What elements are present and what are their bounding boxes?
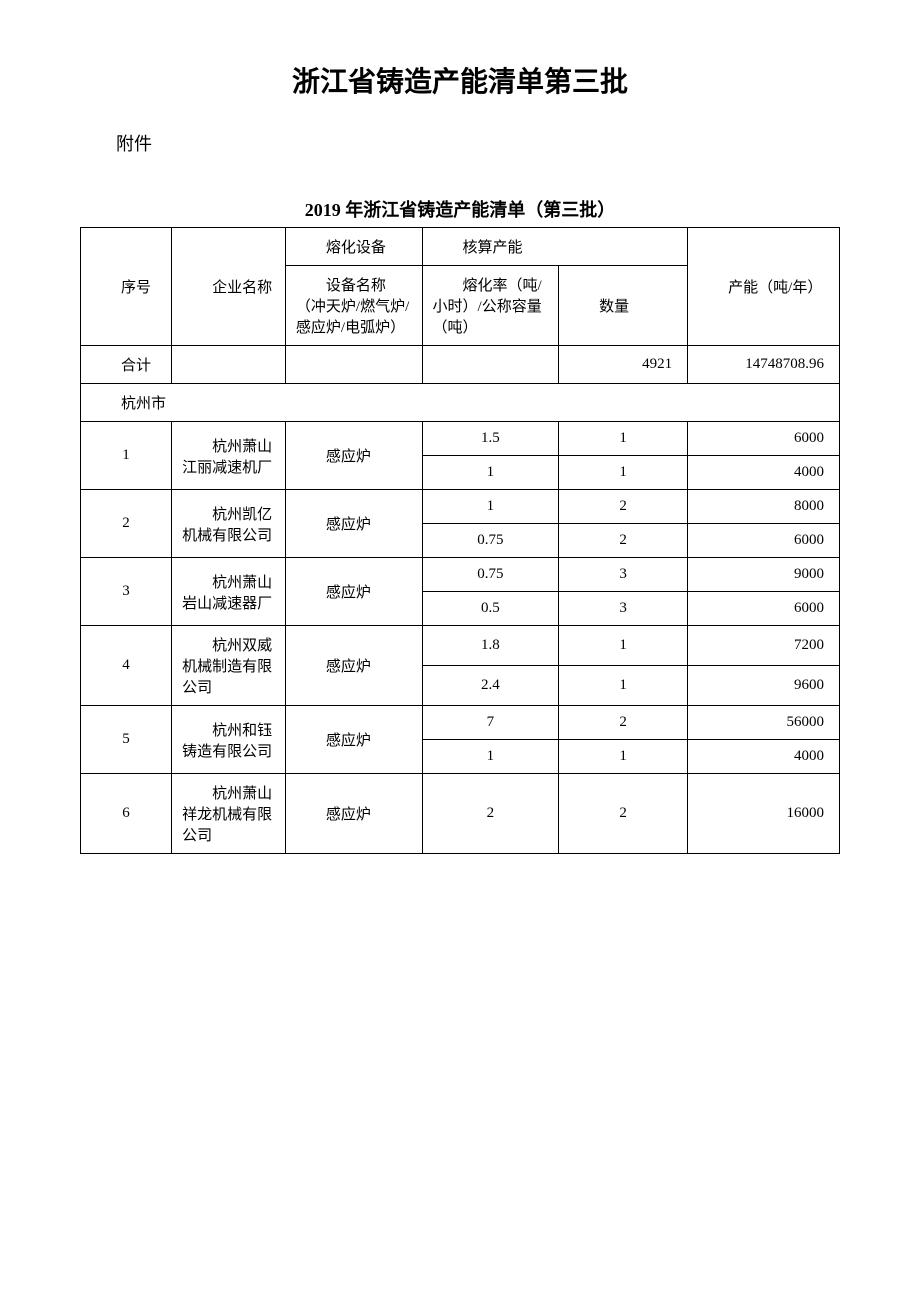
- rate-cell: 0.5: [422, 592, 559, 626]
- cap-cell: 4000: [688, 456, 840, 490]
- header-melt-rate: 熔化率（吨/小时）/公称容量（吨）: [422, 266, 559, 346]
- seq-cell: 5: [81, 706, 172, 774]
- company-cell: 杭州和钰铸造有限公司: [172, 706, 286, 774]
- qty-cell: 2: [559, 524, 688, 558]
- equipment-cell: 感应炉: [285, 626, 422, 706]
- section-label: 杭州市: [81, 384, 840, 422]
- table-row: 3 杭州萧山岩山减速器厂 感应炉 0.75 3 9000: [81, 558, 840, 592]
- seq-cell: 4: [81, 626, 172, 706]
- equipment-cell: 感应炉: [285, 422, 422, 490]
- table-row: 4 杭州双威机械制造有限公司 感应炉 1.8 1 7200: [81, 626, 840, 666]
- header-quantity: 数量: [559, 266, 688, 346]
- header-seq: 序号: [81, 228, 172, 346]
- table-row: 2 杭州凯亿机械有限公司 感应炉 1 2 8000: [81, 490, 840, 524]
- total-equipment: [285, 346, 422, 384]
- rate-cell: 2: [422, 774, 559, 854]
- rate-cell: 1: [422, 740, 559, 774]
- qty-cell: 1: [559, 626, 688, 666]
- header-melting-equipment: 熔化设备: [285, 228, 422, 266]
- qty-cell: 1: [559, 456, 688, 490]
- cap-cell: 9600: [688, 666, 840, 706]
- header-company: 企业名称: [172, 228, 286, 346]
- qty-cell: 1: [559, 666, 688, 706]
- cap-cell: 6000: [688, 592, 840, 626]
- qty-cell: 1: [559, 740, 688, 774]
- company-cell: 杭州凯亿机械有限公司: [172, 490, 286, 558]
- cap-cell: 9000: [688, 558, 840, 592]
- attachment-label: 附件: [80, 130, 840, 156]
- rate-cell: 0.75: [422, 524, 559, 558]
- main-title: 浙江省铸造产能清单第三批: [80, 60, 840, 100]
- rate-cell: 1.8: [422, 626, 559, 666]
- rate-cell: 1.5: [422, 422, 559, 456]
- cap-cell: 56000: [688, 706, 840, 740]
- seq-cell: 1: [81, 422, 172, 490]
- header-capacity-group: 核算产能: [422, 228, 688, 266]
- qty-cell: 3: [559, 592, 688, 626]
- cap-cell: 16000: [688, 774, 840, 854]
- qty-cell: 2: [559, 774, 688, 854]
- qty-cell: 2: [559, 706, 688, 740]
- total-capacity: 14748708.96: [688, 346, 840, 384]
- total-quantity: 4921: [559, 346, 688, 384]
- rate-cell: 0.75: [422, 558, 559, 592]
- header-capacity: 产能（吨/年）: [688, 228, 840, 346]
- equipment-cell: 感应炉: [285, 774, 422, 854]
- total-rate: [422, 346, 559, 384]
- cap-cell: 4000: [688, 740, 840, 774]
- seq-cell: 3: [81, 558, 172, 626]
- total-row: 合计 4921 14748708.96: [81, 346, 840, 384]
- seq-cell: 2: [81, 490, 172, 558]
- table-row: 5 杭州和钰铸造有限公司 感应炉 7 2 56000: [81, 706, 840, 740]
- cap-cell: 6000: [688, 422, 840, 456]
- seq-cell: 6: [81, 774, 172, 854]
- equipment-cell: 感应炉: [285, 490, 422, 558]
- company-cell: 杭州萧山江丽减速机厂: [172, 422, 286, 490]
- company-cell: 杭州萧山祥龙机械有限公司: [172, 774, 286, 854]
- cap-cell: 8000: [688, 490, 840, 524]
- cap-cell: 7200: [688, 626, 840, 666]
- rate-cell: 1: [422, 490, 559, 524]
- table-row: 1 杭州萧山江丽减速机厂 感应炉 1.5 1 6000: [81, 422, 840, 456]
- qty-cell: 2: [559, 490, 688, 524]
- qty-cell: 3: [559, 558, 688, 592]
- cap-cell: 6000: [688, 524, 840, 558]
- total-label: 合计: [81, 346, 172, 384]
- header-equipment-name: 设备名称（冲天炉/燃气炉/感应炉/电弧炉）: [285, 266, 422, 346]
- sub-title: 2019 年浙江省铸造产能清单（第三批）: [80, 196, 840, 222]
- rate-cell: 2.4: [422, 666, 559, 706]
- rate-cell: 1: [422, 456, 559, 490]
- company-cell: 杭州萧山岩山减速器厂: [172, 558, 286, 626]
- rate-cell: 7: [422, 706, 559, 740]
- section-row: 杭州市: [81, 384, 840, 422]
- equipment-cell: 感应炉: [285, 706, 422, 774]
- header-row-1: 序号 企业名称 熔化设备 核算产能 产能（吨/年）: [81, 228, 840, 266]
- capacity-table: 序号 企业名称 熔化设备 核算产能 产能（吨/年） 设备名称（冲天炉/燃气炉/感…: [80, 227, 840, 854]
- equipment-cell: 感应炉: [285, 558, 422, 626]
- qty-cell: 1: [559, 422, 688, 456]
- total-company: [172, 346, 286, 384]
- company-cell: 杭州双威机械制造有限公司: [172, 626, 286, 706]
- table-row: 6 杭州萧山祥龙机械有限公司 感应炉 2 2 16000: [81, 774, 840, 854]
